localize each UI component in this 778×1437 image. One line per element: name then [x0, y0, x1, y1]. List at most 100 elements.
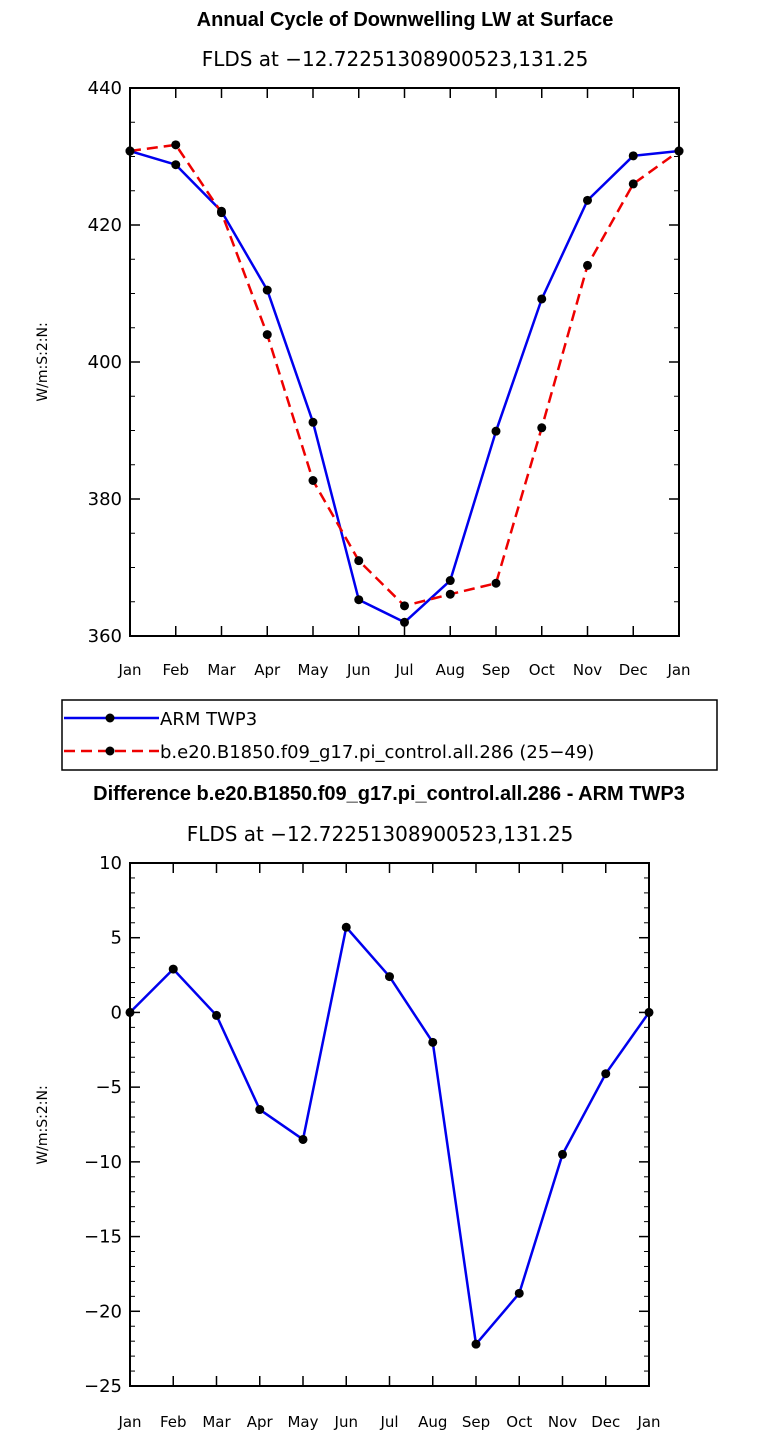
x-tick-label: Sep — [482, 661, 510, 679]
x-tick-label: Nov — [548, 1413, 577, 1431]
data-point-s0-10 — [583, 195, 592, 205]
chart-subtitle: FLDS at −12.72251308900523,131.25 — [202, 47, 589, 71]
data-point-s1-12 — [674, 146, 684, 156]
x-tick-labels: Jan Feb Mar Apr May Jun Jul Aug Sep Oct Nov Dec Jan — [117, 1413, 660, 1431]
x-tick-label: May — [287, 1413, 318, 1431]
plot-frame — [129, 87, 680, 637]
y-tick-label: 5 — [111, 928, 122, 949]
x-tick-label: Jul — [394, 661, 413, 679]
data-point-s0-0 — [125, 1007, 135, 1017]
x-tick-label: Jan — [117, 661, 141, 679]
x-tick-label: Jan — [117, 1413, 141, 1431]
data-point-s0-4 — [298, 1134, 308, 1144]
y-axis-label: W/m:S:2:N: — [35, 322, 51, 401]
data-point-s1-11 — [628, 179, 638, 189]
chart-title: Annual Cycle of Downwelling LW at Surfac… — [197, 9, 614, 31]
x-tick-label: Nov — [573, 661, 602, 679]
y-tick-label: −10 — [84, 1152, 122, 1173]
y-axis-label: W/m:S:2:N: — [35, 1085, 51, 1164]
data-point-s0-5 — [354, 595, 364, 605]
y-tick-label: 0 — [111, 1002, 122, 1023]
y-tick-labels: 360 380 400 420 440 — [88, 78, 122, 647]
data-point-s0-3 — [255, 1105, 265, 1115]
data-point-s0-12 — [644, 1007, 654, 1017]
x-tick-label: Jun — [334, 1413, 358, 1431]
x-tick-label: Feb — [160, 1413, 187, 1431]
x-tick-label: Feb — [162, 661, 189, 679]
legend-label-model: b.e20.B1850.f09_g17.pi_control.all.286 (… — [160, 742, 594, 763]
series-line-0 — [129, 149, 680, 624]
axis-ticks — [129, 87, 680, 637]
y-tick-label: 420 — [88, 215, 122, 236]
legend-item-model: b.e20.B1850.f09_g17.pi_control.all.286 (… — [64, 742, 594, 763]
y-tick-label: 440 — [88, 78, 122, 99]
legend-marker-model — [105, 746, 115, 756]
data-point-s0-10 — [558, 1149, 567, 1159]
y-tick-label: −25 — [84, 1376, 122, 1397]
x-tick-label: Dec — [619, 661, 648, 679]
series-layer — [125, 922, 654, 1349]
y-tick-label: −5 — [95, 1077, 122, 1098]
x-tick-label: Jul — [379, 1413, 398, 1431]
data-point-s1-2 — [217, 208, 226, 218]
x-tick-label: Oct — [529, 661, 555, 679]
data-point-s0-3 — [262, 285, 272, 295]
data-point-s0-8 — [471, 1339, 481, 1349]
x-tick-label: Apr — [254, 661, 281, 679]
data-point-s0-7 — [445, 576, 455, 586]
data-point-s0-1 — [171, 160, 181, 170]
x-tick-label: Jan — [666, 661, 690, 679]
data-point-s0-6 — [385, 972, 394, 982]
data-point-s0-5 — [341, 922, 351, 932]
data-point-s0-1 — [168, 964, 178, 974]
x-tick-labels: Jan Feb Mar Apr May Jun Jul Aug Sep Oct Nov Dec Jan — [117, 661, 690, 679]
legend-marker-obs — [105, 713, 115, 723]
data-point-s0-7 — [428, 1037, 438, 1047]
difference-chart: Difference b.e20.B1850.f09_g17.pi_contro… — [35, 783, 685, 1431]
axis-ticks — [129, 862, 650, 1387]
data-point-s1-0 — [125, 146, 135, 156]
x-tick-label: Apr — [247, 1413, 274, 1431]
x-tick-label: Aug — [436, 661, 465, 679]
y-tick-label: 360 — [88, 626, 122, 647]
y-tick-label: −15 — [84, 1227, 122, 1248]
y-tick-label: 380 — [88, 489, 122, 510]
data-point-s1-1 — [171, 140, 181, 150]
data-point-s0-11 — [601, 1069, 611, 1079]
chart-title: Difference b.e20.B1850.f09_g17.pi_contro… — [93, 783, 685, 805]
x-tick-label: Sep — [462, 1413, 490, 1431]
data-point-s1-4 — [308, 476, 318, 486]
data-point-s0-2 — [212, 1010, 221, 1020]
data-point-s1-5 — [354, 556, 364, 566]
data-point-s0-8 — [491, 426, 501, 436]
data-point-s1-10 — [583, 260, 592, 270]
legend-label-obs: ARM TWP3 — [160, 709, 257, 730]
x-tick-label: Jun — [346, 661, 370, 679]
x-tick-label: Mar — [207, 661, 236, 679]
series-line-0 — [129, 926, 651, 1346]
data-point-s0-9 — [514, 1288, 524, 1298]
data-point-s1-7 — [445, 589, 455, 599]
data-point-s0-11 — [628, 151, 638, 161]
y-tick-labels: −25 −20 −15 −10 −5 0 5 10 — [84, 853, 122, 1397]
x-tick-label: Oct — [506, 1413, 532, 1431]
data-point-s1-9 — [537, 423, 547, 433]
data-point-s0-6 — [400, 617, 409, 627]
data-point-s1-3 — [262, 330, 272, 340]
x-tick-label: Aug — [418, 1413, 447, 1431]
data-point-s1-6 — [400, 601, 409, 611]
x-tick-label: Dec — [591, 1413, 620, 1431]
legend-box — [61, 699, 718, 771]
series-line-1 — [129, 143, 680, 608]
data-point-s1-8 — [491, 578, 501, 588]
y-tick-label: 400 — [88, 352, 122, 373]
legend: ARM TWP3 b.e20.B1850.f09_g17.pi_control.… — [61, 699, 718, 771]
x-tick-label: May — [297, 661, 328, 679]
annual-cycle-chart: Annual Cycle of Downwelling LW at Surfac… — [35, 9, 718, 771]
x-tick-label: Mar — [202, 1413, 231, 1431]
legend-item-obs: ARM TWP3 — [64, 709, 257, 730]
x-tick-label: Jan — [636, 1413, 660, 1431]
chart-subtitle: FLDS at −12.72251308900523,131.25 — [187, 822, 574, 846]
y-tick-label: 10 — [99, 853, 122, 874]
